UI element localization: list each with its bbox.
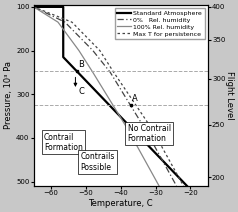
Text: B: B [78,60,84,69]
Text: C: C [78,87,84,96]
Y-axis label: Pressure, 10³ Pa: Pressure, 10³ Pa [4,61,13,129]
Text: Contrails
Possible: Contrails Possible [81,152,115,172]
Y-axis label: Flight Level: Flight Level [225,71,234,120]
Text: Contrail
Formation: Contrail Formation [44,132,83,152]
Text: A: A [132,94,138,103]
Text: No Contrail
Formation: No Contrail Formation [128,124,171,143]
Legend: Standard Atmosphere, 0%   Rel. humidity, 100% Rel. humidity, Max T for persisten: Standard Atmosphere, 0% Rel. humidity, 1… [115,8,205,39]
X-axis label: Temperature, C: Temperature, C [88,199,153,208]
